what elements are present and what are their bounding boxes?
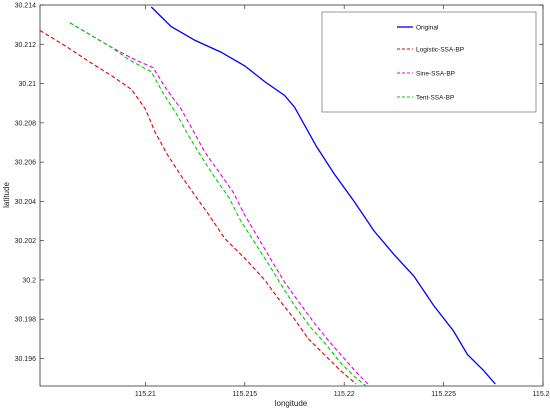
x-tick-label: 115.21 bbox=[135, 391, 156, 398]
series-line-tent-ssa-bp bbox=[69, 22, 367, 387]
legend-label: Original bbox=[416, 24, 439, 31]
y-tick-label: 30.21 bbox=[18, 81, 36, 88]
series-line-logistic-ssa-bp bbox=[39, 30, 357, 385]
y-tick-label: 30.214 bbox=[15, 3, 37, 10]
y-axis-label: latitude bbox=[2, 182, 11, 208]
x-tick-label: 115.215 bbox=[232, 391, 257, 398]
series-layer bbox=[39, 6, 496, 387]
y-tick-label: 30.206 bbox=[15, 160, 37, 167]
legend: Original Logistic-SSA-BP Sine-SSA-BP Tent-S… bbox=[321, 11, 537, 113]
legend-label: Tent-SSA-BP bbox=[416, 94, 454, 101]
y-tick-label: 30.204 bbox=[15, 199, 37, 206]
legend-label: Sine-SSA-BP bbox=[416, 70, 455, 77]
x-ticks: 115.21 115.215 115.22 115.225 115.23 bbox=[135, 5, 550, 398]
series-line-sine-ssa-bp bbox=[69, 22, 371, 387]
x-tick-label: 115.23 bbox=[533, 391, 550, 398]
y-tick-label: 30.2 bbox=[22, 277, 36, 284]
legend-box bbox=[321, 11, 537, 113]
y-tick-label: 30.202 bbox=[15, 238, 37, 245]
x-tick-label: 115.225 bbox=[431, 391, 456, 398]
y-tick-label: 30.196 bbox=[15, 356, 37, 363]
y-ticks: 30.196 30.198 30.2 30.202 30.204 30.206 30.208… bbox=[15, 3, 543, 363]
series-line-original bbox=[150, 6, 496, 385]
y-tick-label: 30.212 bbox=[15, 42, 37, 49]
y-tick-label: 30.198 bbox=[15, 317, 37, 324]
x-axis-label: longitude bbox=[275, 399, 308, 408]
legend-label: Logistic-SSA-BP bbox=[416, 46, 464, 53]
x-tick-label: 115.22 bbox=[334, 391, 355, 398]
y-tick-label: 30.208 bbox=[15, 120, 37, 127]
